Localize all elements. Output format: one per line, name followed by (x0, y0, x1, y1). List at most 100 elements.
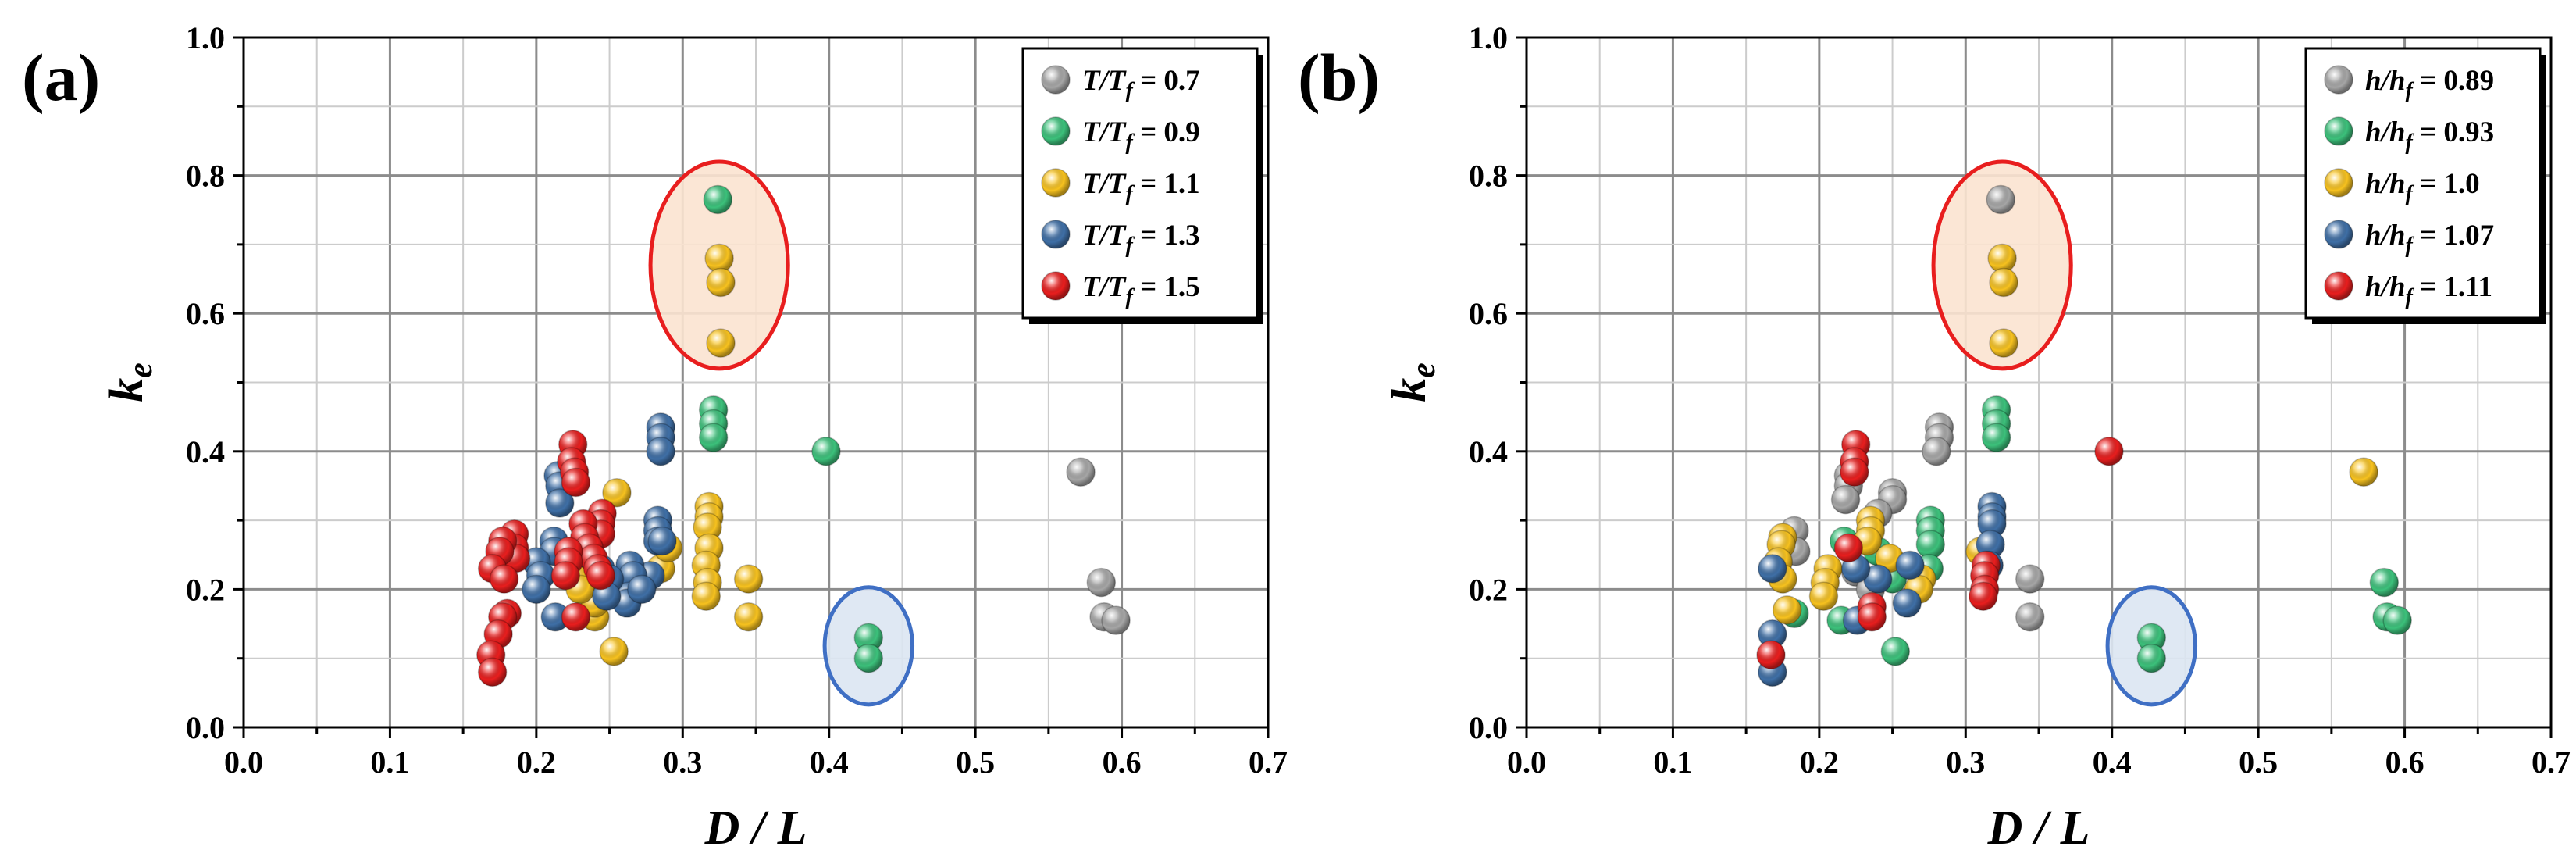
data-point (733, 602, 764, 632)
data-point (2369, 567, 2400, 598)
legend-label: h/hf = 1.0 (2365, 168, 2480, 206)
legend-entry: T/Tf = 0.7 (1041, 65, 1200, 103)
legend-label: T/Tf = 0.9 (1082, 116, 1200, 155)
x-tick-label: 0.2 (517, 744, 556, 780)
data-point (693, 512, 722, 542)
data-point (561, 467, 591, 498)
x-tick-label: 0.3 (663, 744, 702, 780)
x-tick-label: 0.5 (956, 744, 995, 780)
legend-label-subscript: f (1125, 182, 1135, 206)
legend-label-value: = 0.9 (1133, 116, 1200, 148)
data-point (1066, 457, 1096, 487)
y-tick-label: 0.0 (1469, 710, 1508, 745)
x-tick-label: 0.0 (224, 744, 263, 780)
data-point (1892, 588, 1922, 618)
panel-label: (b) (1298, 40, 1380, 115)
data-point (1833, 533, 1864, 563)
data-point (1895, 550, 1925, 580)
y-tick-label: 1.0 (1469, 20, 1508, 55)
y-tick-label: 1.0 (186, 20, 225, 55)
series-4 (1756, 430, 2124, 670)
data-point (627, 574, 657, 605)
data-point (1758, 554, 1787, 584)
legend-entry: T/Tf = 1.5 (1041, 271, 1200, 309)
legend-label: h/hf = 1.11 (2365, 271, 2492, 309)
y-tick-label: 0.2 (186, 572, 225, 607)
legend-label-variable: h/h (2365, 271, 2405, 303)
legend-label-subscript: f (1125, 234, 1135, 258)
panel-label: (a) (22, 40, 100, 115)
legend-label-variable: T/T (1082, 271, 1127, 303)
data-point (706, 267, 736, 298)
x-tick-label: 0.3 (1946, 744, 1985, 780)
legend-label: h/hf = 0.89 (2365, 65, 2494, 103)
data-point (704, 243, 734, 273)
data-point (477, 657, 508, 687)
data-point (1986, 184, 2016, 215)
legend-label-subscript: f (1125, 130, 1135, 155)
legend-label: T/Tf = 1.1 (1082, 168, 1200, 206)
data-point (853, 643, 884, 673)
data-point (1808, 581, 1839, 611)
legend-entry: h/hf = 1.07 (2324, 220, 2494, 258)
y-tick-label: 0.0 (186, 710, 225, 745)
data-point (706, 328, 736, 358)
data-point (550, 560, 581, 591)
legend: T/Tf = 0.7T/Tf = 0.9T/Tf = 1.1T/Tf = 1.3… (1021, 47, 1263, 324)
data-point (522, 574, 551, 605)
data-point (733, 564, 764, 594)
legend-label-subscript: f (1125, 285, 1135, 309)
data-point (602, 478, 632, 508)
legend-label-subscript: f (2405, 79, 2414, 103)
y-tick-label: 0.4 (186, 434, 225, 469)
data-point (561, 602, 591, 632)
data-point (2094, 437, 2124, 466)
legend-label-value: = 0.89 (2413, 65, 2494, 97)
data-point (1758, 619, 1787, 649)
x-axis-title: D / L (1987, 802, 2090, 855)
legend-label-subscript: f (2405, 130, 2414, 155)
series-2 (562, 243, 764, 666)
data-point (1989, 267, 2018, 298)
legend-label: T/Tf = 0.7 (1082, 65, 1200, 103)
series-1 (698, 184, 884, 673)
data-point (1840, 457, 1869, 487)
data-point (2015, 602, 2045, 632)
legend-label-subscript: f (1125, 79, 1135, 103)
legend-label-variable: T/T (1082, 168, 1127, 200)
data-point (2349, 457, 2378, 487)
x-tick-label: 0.7 (1249, 744, 1288, 780)
legend-label-variable: T/T (1082, 116, 1127, 148)
data-point (811, 437, 841, 466)
series-4 (476, 430, 617, 687)
legend-entry: h/hf = 0.89 (2324, 65, 2494, 103)
legend-label-value: = 1.0 (2413, 168, 2480, 200)
series-1 (1780, 395, 2412, 673)
legend-entry: T/Tf = 0.9 (1041, 116, 1200, 155)
data-point (1101, 605, 1131, 635)
data-point (1830, 484, 1861, 515)
y-axis-title: ke (100, 362, 159, 402)
y-tick-label: 0.4 (1469, 434, 1508, 469)
data-point (646, 437, 675, 466)
y-axis-title-main: k (100, 378, 153, 402)
y-axis-title-subscript: e (121, 362, 159, 378)
legend-label-value: = 1.1 (1133, 168, 1200, 200)
y-tick-label: 0.2 (1469, 572, 1508, 607)
data-point (489, 564, 519, 594)
legend-label-subscript: f (2405, 182, 2414, 206)
data-point (1863, 564, 1893, 594)
y-tick-label: 0.6 (1469, 296, 1508, 331)
x-tick-label: 0.2 (1800, 744, 1839, 780)
legend-entry: h/hf = 1.0 (2324, 168, 2480, 206)
legend-entry: T/Tf = 1.1 (1041, 168, 1200, 206)
data-point (703, 184, 733, 215)
x-tick-label: 0.4 (810, 744, 849, 780)
y-axis-title-subscript: e (1404, 362, 1442, 378)
legend-label: h/hf = 0.93 (2365, 116, 2494, 155)
x-tick-label: 0.6 (2385, 744, 2425, 780)
data-point (1756, 640, 1786, 670)
x-tick-label: 0.1 (370, 744, 409, 780)
x-axis-title: D / L (704, 802, 807, 855)
data-point (599, 637, 629, 666)
